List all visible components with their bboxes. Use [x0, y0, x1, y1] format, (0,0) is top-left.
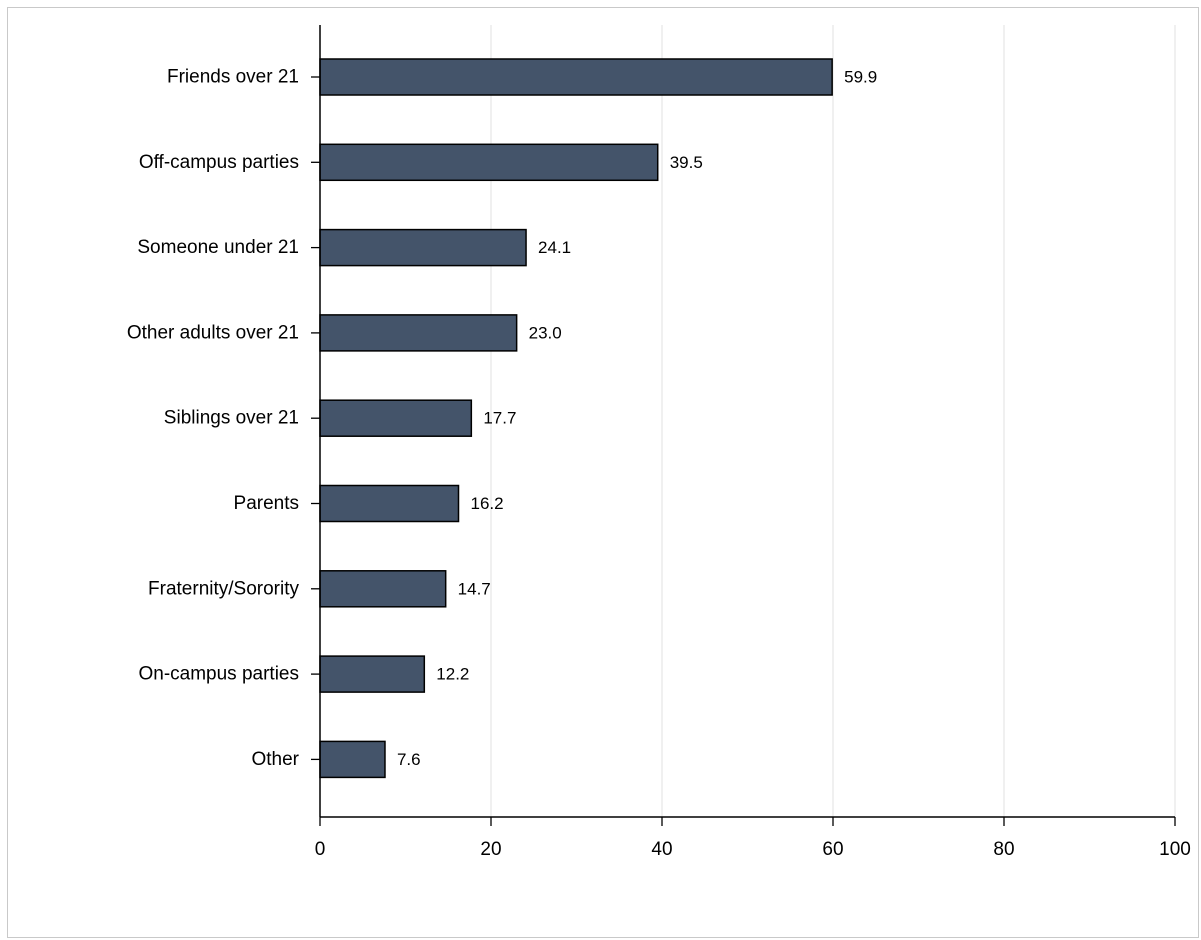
category-label: Fraternity/Sorority	[148, 578, 299, 599]
bar	[319, 228, 527, 267]
x-tick-label: 100	[1159, 839, 1191, 860]
data-label: 59.9	[844, 68, 877, 87]
category-label: Friends over 21	[167, 67, 299, 88]
bar	[319, 655, 426, 693]
bar	[319, 740, 386, 779]
x-tick-label: 60	[822, 839, 843, 860]
data-label: 14.7	[458, 579, 491, 598]
data-label: 16.2	[471, 494, 504, 513]
bar	[319, 143, 659, 182]
x-tick-label: 80	[993, 839, 1014, 860]
data-label: 39.5	[670, 153, 703, 172]
bar	[319, 484, 460, 523]
x-tick-label: 0	[315, 839, 326, 860]
data-label: 12.2	[436, 665, 469, 684]
bar	[319, 314, 518, 352]
labels: Friends over 21 59.9 Off-campus parties 39.…	[127, 67, 1191, 861]
data-label: 17.7	[483, 409, 516, 428]
axes	[311, 25, 1176, 826]
bars	[319, 58, 833, 779]
category-label: Siblings over 21	[164, 408, 299, 429]
category-label: On-campus parties	[138, 664, 299, 685]
x-tick-label: 40	[651, 839, 672, 860]
category-label: Other adults over 21	[127, 322, 299, 343]
x-tick-label: 20	[480, 839, 501, 860]
bar	[319, 399, 473, 437]
data-label: 23.0	[529, 323, 562, 342]
category-label: Someone under 21	[137, 237, 299, 258]
data-label: 24.1	[538, 238, 571, 257]
bar	[319, 58, 833, 96]
data-label: 7.6	[397, 750, 421, 769]
category-label: Off-campus parties	[139, 152, 299, 173]
category-label: Parents	[234, 493, 299, 514]
bar	[319, 570, 447, 608]
category-label: Other	[251, 749, 299, 770]
